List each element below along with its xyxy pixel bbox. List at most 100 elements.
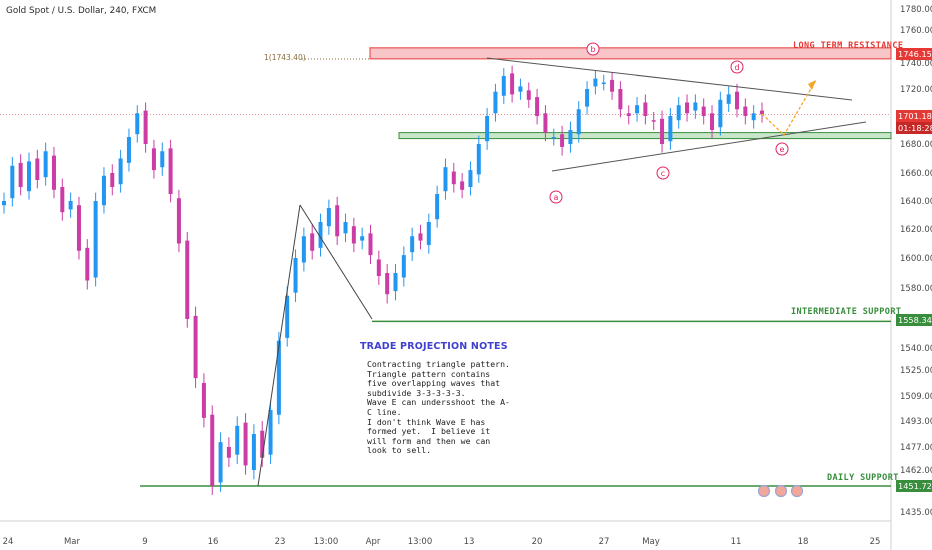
candle-body [693, 102, 698, 111]
x-tick-label: 18 [798, 537, 809, 547]
candle-body [335, 205, 340, 237]
candle-body [685, 102, 690, 114]
y-tick-label: 1780.00 [900, 5, 932, 15]
trade-notes: Contracting triangle pattern. Triangle p… [360, 359, 510, 456]
note-line: Triangle pattern contains five overlappi… [367, 368, 506, 398]
daily-price-tag: 1451.72 [896, 480, 932, 492]
candle-body [268, 410, 273, 455]
wave-label: e [780, 145, 785, 154]
candle-body [518, 86, 523, 92]
candle-body [393, 273, 398, 292]
chart-title: Gold Spot / U.S. Dollar, 240, FXCM [6, 6, 157, 16]
x-tick-label: May [642, 537, 660, 547]
candle-body [93, 201, 98, 278]
y-tick-label: 1525.00 [900, 366, 932, 376]
candle-body [60, 187, 65, 213]
candle-body [426, 222, 431, 245]
wave-label: c [661, 169, 665, 178]
candle-body [643, 102, 648, 116]
candle-body [501, 76, 506, 96]
candle-body [226, 447, 231, 458]
candle-body [343, 222, 348, 234]
candle-body [118, 158, 123, 185]
event-flag-icon [790, 484, 804, 498]
y-tick-label: 1660.00 [900, 169, 932, 179]
candle-body [510, 73, 515, 95]
notes-title: TRADE PROJECTION NOTES [360, 341, 508, 352]
note-line: Wave E can undersshoot the A-C line. [367, 397, 510, 417]
candle-body [668, 116, 673, 142]
note-line: Contracting triangle pattern. [367, 359, 510, 369]
candle-body [201, 383, 206, 418]
countdown-tag: 01:18:28 [896, 122, 932, 134]
candle-body [551, 137, 556, 139]
daily-support-label: DAILY SUPPORT [827, 473, 899, 483]
projection-path [761, 79, 817, 137]
candle-body [351, 226, 356, 244]
y-tick-label: 1493.00 [900, 417, 932, 427]
candle-body [710, 113, 715, 130]
candle-body [568, 130, 573, 144]
x-tick-label: Mar [64, 537, 81, 547]
note-line: I don't think Wave E has formed yet. I b… [367, 416, 496, 456]
candle-body [735, 91, 740, 110]
candle-body [210, 414, 215, 486]
x-tick-label: 11 [731, 537, 742, 547]
x-tick-label: 24 [3, 537, 14, 547]
candle-body [160, 151, 165, 168]
candle-body [285, 295, 290, 338]
projection-arrow [808, 80, 816, 90]
y-tick-label: 1435.00 [900, 508, 932, 518]
candle-body [218, 442, 223, 483]
candle-body [460, 181, 465, 190]
candle-body [593, 78, 598, 87]
wave-label: d [734, 63, 739, 72]
y-tick-label: 1620.00 [900, 225, 932, 235]
candle-body [243, 422, 248, 466]
x-tick-label: 23 [275, 537, 286, 547]
y-tick-label: 1509.00 [900, 392, 932, 402]
resistance-price-tag: 1746.15 [896, 48, 932, 60]
candle-body [760, 110, 764, 115]
candle-body [35, 158, 40, 180]
intermediate-price-tag: 1558.34 [896, 314, 932, 326]
y-tick-label: 1462.00 [900, 466, 932, 476]
candle-body [76, 205, 81, 251]
wave-label-circle [549, 190, 563, 204]
candle-body [185, 240, 190, 319]
candle-body [543, 113, 548, 133]
candle-body [476, 144, 481, 175]
fib-level-label: 1(1743.40) [264, 53, 306, 62]
wave-label-circle [730, 60, 744, 74]
y-tick-label: 1640.00 [900, 197, 932, 207]
wave-label-circle [586, 42, 600, 56]
candle-body [376, 259, 381, 276]
candle-body [326, 208, 331, 227]
candle-body [751, 113, 756, 121]
candle-body [535, 97, 540, 116]
candle-body [168, 148, 173, 194]
candle-body [360, 236, 365, 241]
candle-body [451, 171, 456, 185]
candle-body [110, 173, 115, 187]
candle-body [310, 233, 315, 251]
x-tick-label: 16 [208, 537, 219, 547]
y-tick-label: 1740.00 [900, 59, 932, 69]
wave-line [299, 204, 373, 320]
wave-label: a [554, 193, 559, 202]
candle-body [51, 155, 56, 190]
candle-body [18, 162, 23, 187]
candle-body [2, 201, 6, 206]
x-tick-label: 13:00 [314, 537, 339, 547]
candle-body [743, 106, 748, 116]
candle-body [418, 233, 423, 241]
candle-body [718, 99, 723, 128]
y-tick-label: 1477.00 [900, 443, 932, 453]
wave-line [257, 204, 301, 487]
candle-body [193, 315, 198, 379]
candle-body [610, 79, 615, 92]
candle-body [151, 148, 156, 171]
candle-body [143, 110, 148, 144]
